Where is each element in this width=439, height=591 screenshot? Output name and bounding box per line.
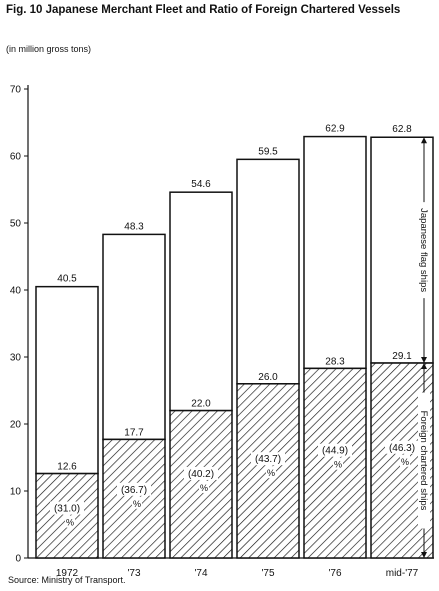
x-tick-label: 1972 <box>56 568 79 579</box>
foreign-value-label: 28.3 <box>325 356 345 367</box>
percent-sign: % <box>66 518 74 528</box>
bracket-arrow <box>421 357 427 364</box>
percent-label-background <box>184 466 218 480</box>
total-value-label: 48.3 <box>124 221 144 232</box>
bracket-arrow <box>421 552 427 558</box>
foreign-percent-label: (40.2) <box>188 469 214 480</box>
bracket-label-foreign-chartered-ships: Foreign chartered ships <box>418 411 429 511</box>
y-tick-label: 30 <box>10 353 22 364</box>
total-value-label: 59.5 <box>258 146 278 157</box>
x-tick-label: '75 <box>261 568 274 579</box>
bracket-label-background <box>418 202 430 299</box>
bracket-label-background <box>418 392 430 529</box>
x-tick-label: '76 <box>328 568 341 579</box>
bracket-label-japanese-flag-ships: Japanese flag ships <box>418 208 429 292</box>
foreign-value-label: 17.7 <box>124 427 144 438</box>
foreign-value-label: 22.0 <box>191 399 211 410</box>
bracket-arrow <box>421 137 427 144</box>
foreign-percent-label: (31.0) <box>54 504 80 515</box>
x-tick-label: mid-'77 <box>386 568 419 579</box>
percent-sign-background <box>199 480 209 493</box>
percent-sign: % <box>401 457 409 467</box>
total-value-label: 62.9 <box>325 124 345 135</box>
total-value-label: 40.5 <box>57 274 77 285</box>
bar-japanese-flag-ships <box>236 158 300 385</box>
y-tick-label: 20 <box>10 420 22 431</box>
bar-japanese-flag-ships <box>102 233 166 441</box>
foreign-value-label: 29.1 <box>392 351 412 362</box>
foreign-percent-label: (36.7) <box>121 485 147 496</box>
percent-label-background <box>385 440 419 454</box>
percent-sign: % <box>267 468 275 478</box>
y-tick-label: 70 <box>10 85 22 96</box>
y-tick-label: 40 <box>10 286 22 297</box>
percent-sign-background <box>333 457 343 470</box>
y-tick-label: 0 <box>15 554 21 565</box>
bar-japanese-flag-ships <box>35 285 99 475</box>
y-tick-label: 10 <box>10 487 22 498</box>
x-tick-label: '74 <box>194 568 207 579</box>
total-value-label: 54.6 <box>191 179 211 190</box>
percent-sign-background <box>65 515 75 528</box>
source-note: Source: Ministry of Transport. <box>8 575 126 585</box>
percent-label-background <box>117 482 151 496</box>
foreign-percent-label: (44.9) <box>322 446 348 457</box>
percent-sign-background <box>266 466 276 479</box>
percent-sign: % <box>133 499 141 509</box>
foreign-value-label: 12.6 <box>57 462 77 473</box>
foreign-percent-label: (43.7) <box>255 454 281 465</box>
y-tick-label: 60 <box>10 152 22 163</box>
bar-japanese-flag-ships <box>169 191 233 412</box>
foreign-percent-label: (46.3) <box>389 443 415 454</box>
bracket-arrow <box>421 363 427 370</box>
percent-sign-background <box>132 496 142 509</box>
foreign-value-label: 26.0 <box>258 372 278 383</box>
percent-label-background <box>50 501 84 515</box>
y-tick-label: 50 <box>10 219 22 230</box>
chart-title: Fig. 10 Japanese Merchant Fleet and Rati… <box>6 4 401 16</box>
y-axis-unit-label: (in million gross tons) <box>6 44 92 54</box>
percent-sign: % <box>334 460 342 470</box>
percent-sign-background <box>400 454 410 467</box>
percent-label-background <box>251 452 285 466</box>
bar-japanese-flag-ships <box>303 135 367 370</box>
percent-sign: % <box>200 483 208 493</box>
percent-label-background <box>318 443 352 457</box>
total-value-label: 62.8 <box>392 124 412 135</box>
x-tick-label: '73 <box>127 568 140 579</box>
